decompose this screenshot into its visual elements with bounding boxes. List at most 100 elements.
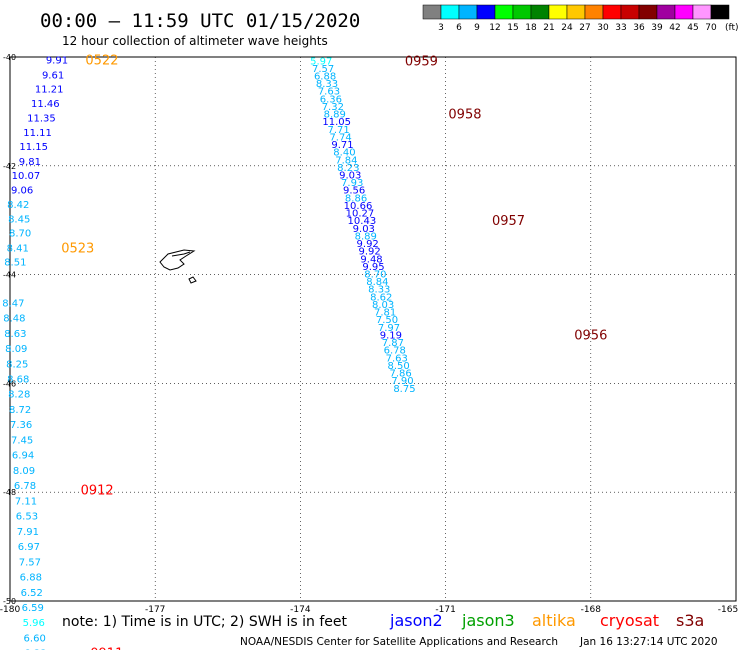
wave-height-value: 8.45 [8, 215, 30, 226]
wave-height-value: 7.87 [382, 338, 404, 349]
longitude-label: -177 [145, 605, 165, 615]
pass-time-label: 0958 [448, 108, 481, 123]
axis-labels: -180 -177 -174 -171 -168 -165 -40 -42 -44 -46 -48 -… [0, 53, 738, 615]
wave-height-value: 7.84 [335, 155, 357, 166]
scale-swatch [440, 4, 460, 20]
wave-height-value: 8.89 [324, 110, 346, 121]
scale-swatch [494, 4, 514, 20]
scale-swatch [458, 4, 478, 20]
wave-height-value: 8.09 [13, 466, 35, 477]
satellite-name: cryosat [600, 611, 659, 630]
wave-height-value: 5.97 [310, 56, 332, 67]
wave-height-value: 11.11 [23, 128, 52, 139]
satellite-legend: jason2 jason3 altika cryosat s3a [389, 611, 704, 630]
scale-label: 24 [561, 23, 573, 33]
wave-height-value: 8.25 [6, 359, 28, 370]
scale-label: 15 [507, 23, 518, 33]
wave-height-value: 7.90 [391, 376, 413, 387]
pass-time-label: 0956 [574, 328, 607, 343]
scale-swatch [476, 4, 496, 20]
latitude-label: -48 [3, 488, 16, 497]
page-title: 00:00 – 11:59 UTC 01/15/2020 [40, 10, 360, 32]
wave-height-value: 7.93 [341, 178, 363, 189]
wave-height-value: 9.06 [11, 186, 33, 197]
wave-height-value: 6.53 [16, 512, 38, 523]
pass-time-label: 0911 [90, 647, 123, 650]
scale-swatch [548, 4, 568, 20]
wave-height-value: 7.91 [17, 527, 39, 538]
scale-swatch [656, 4, 676, 20]
scale-label: 9 [474, 23, 480, 33]
scale-swatch [512, 4, 532, 20]
latitude-label: -42 [3, 162, 16, 171]
wave-height-value: 6.88 [20, 573, 42, 584]
scale-label: 27 [579, 23, 590, 33]
page-subtitle: 12 hour collection of altimeter wave hei… [62, 34, 328, 48]
wave-height-value: 8.68 [7, 375, 29, 386]
scale-label: 45 [687, 23, 698, 33]
latitude-label: -44 [3, 271, 16, 280]
wave-height-value: 8.09 [5, 344, 27, 355]
wave-height-value: 8.84 [366, 277, 388, 288]
wave-height-value: 7.11 [15, 496, 37, 507]
wave-height-value: 8.42 [7, 200, 29, 211]
wave-height-value: 11.35 [27, 113, 56, 124]
wave-height-value: 6.94 [12, 451, 34, 462]
scale-label: 30 [597, 23, 609, 33]
wave-height-value: 11.46 [31, 99, 60, 110]
satellite-name: altika [532, 611, 576, 630]
wave-height-value: 7.32 [322, 102, 344, 113]
longitude-label: -174 [290, 605, 311, 615]
wave-height-value: 7.50 [376, 315, 398, 326]
wave-height-value: 10.43 [348, 216, 377, 227]
wave-height-value: 8.50 [388, 361, 410, 372]
scale-swatch [620, 4, 640, 20]
wave-height-value: 8.03 [372, 300, 394, 311]
scale-label: 70 [705, 23, 717, 33]
wave-height-value: 8.33 [316, 79, 338, 90]
wave-height-value: 9.81 [19, 157, 41, 168]
wave-height-value: 7.74 [329, 132, 351, 143]
scale-unit: (ft) [725, 23, 739, 33]
wave-height-value: 8.33 [368, 285, 390, 296]
wave-height-value: 9.71 [331, 140, 353, 151]
wave-height-value: 5.96 [23, 618, 45, 629]
legend-note: note: 1) Time is in UTC; 2) SWH is in fe… [62, 614, 348, 630]
longitude-label: -171 [435, 605, 455, 615]
wave-height-value: 9.19 [380, 330, 402, 341]
wave-height-value: 9.48 [360, 254, 382, 265]
wave-height-value: 7.57 [19, 557, 41, 568]
wave-height-value: 9.95 [362, 262, 384, 273]
longitude-label: -168 [581, 605, 602, 615]
wave-height-value: 8.40 [333, 148, 355, 159]
wave-height-value: 9.91 [46, 56, 68, 67]
scale-swatch [638, 4, 658, 20]
scale-swatch [692, 4, 712, 20]
pass-time-label: 0912 [81, 483, 114, 498]
wave-height-value: 10.27 [346, 209, 375, 220]
wave-height-value: 7.63 [386, 353, 408, 364]
map-grid [10, 57, 736, 601]
scale-swatch [602, 4, 622, 20]
scale-label: 42 [669, 23, 680, 33]
wave-height-value: 8.62 [370, 292, 392, 303]
scale-label: 36 [633, 23, 645, 33]
island-shape [159, 249, 197, 284]
scale-label: 39 [651, 23, 663, 33]
scale-swatch [422, 4, 442, 20]
wave-height-value: 9.03 [339, 171, 361, 182]
wave-height-value: 11.21 [35, 85, 64, 96]
wave-height-value: 6.78 [14, 481, 36, 492]
footer-credit: NOAA/NESDIS Center for Satellite Applica… [240, 636, 558, 648]
wave-height-value: 9.92 [357, 239, 379, 250]
wave-height-value: 8.86 [345, 193, 367, 204]
scale-label: 12 [489, 23, 500, 33]
scale-label: 18 [525, 23, 537, 33]
wave-height-value: 7.45 [11, 435, 33, 446]
wave-height-value: 11.05 [322, 117, 351, 128]
wave-height-value: 8.72 [9, 405, 31, 416]
satellite-name: s3a [676, 611, 704, 630]
wave-height-value: 8.70 [9, 229, 31, 240]
latitude-label: -46 [3, 379, 16, 388]
wave-height-value: 10.66 [344, 201, 373, 212]
